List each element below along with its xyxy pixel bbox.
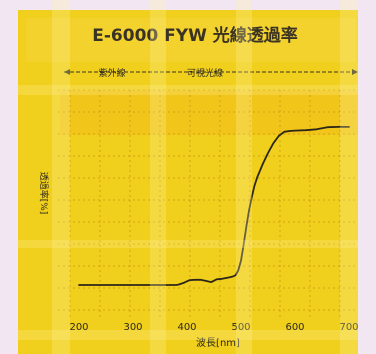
left-arrowhead-icon (64, 69, 70, 75)
region-label-uv: 紫外線 (98, 67, 125, 79)
support-pillar (150, 0, 166, 354)
grid (58, 89, 356, 318)
right-arrowhead-icon (352, 69, 358, 75)
region-label-visible: 可視光線 (187, 67, 223, 79)
title-band (26, 18, 356, 62)
support-pillar (340, 0, 358, 354)
x-tick-label: 300 (123, 322, 142, 333)
support-pillar (52, 0, 70, 354)
x-tick-label: 700 (339, 322, 358, 333)
chart-title: E-6000 FYW 光線透過率 (92, 25, 298, 46)
y-axis-label: 透過率[%] (38, 172, 50, 215)
x-tick-labels: 200 300 400 500 600 700 (69, 322, 358, 333)
x-tick-label: 600 (285, 322, 304, 333)
label-shade (60, 90, 358, 135)
x-axis-label: 波長[nm] (196, 336, 240, 349)
support-bar (18, 330, 358, 340)
pillars (18, 0, 358, 354)
support-bar (18, 240, 358, 248)
x-tick-label: 500 (231, 322, 250, 333)
x-tick-label: 400 (177, 322, 196, 333)
x-tick-label: 200 (69, 322, 88, 333)
support-bar (18, 85, 358, 95)
support-pillar (236, 0, 252, 354)
transmittance-curve (78, 126, 350, 286)
chart-panel (18, 10, 358, 354)
